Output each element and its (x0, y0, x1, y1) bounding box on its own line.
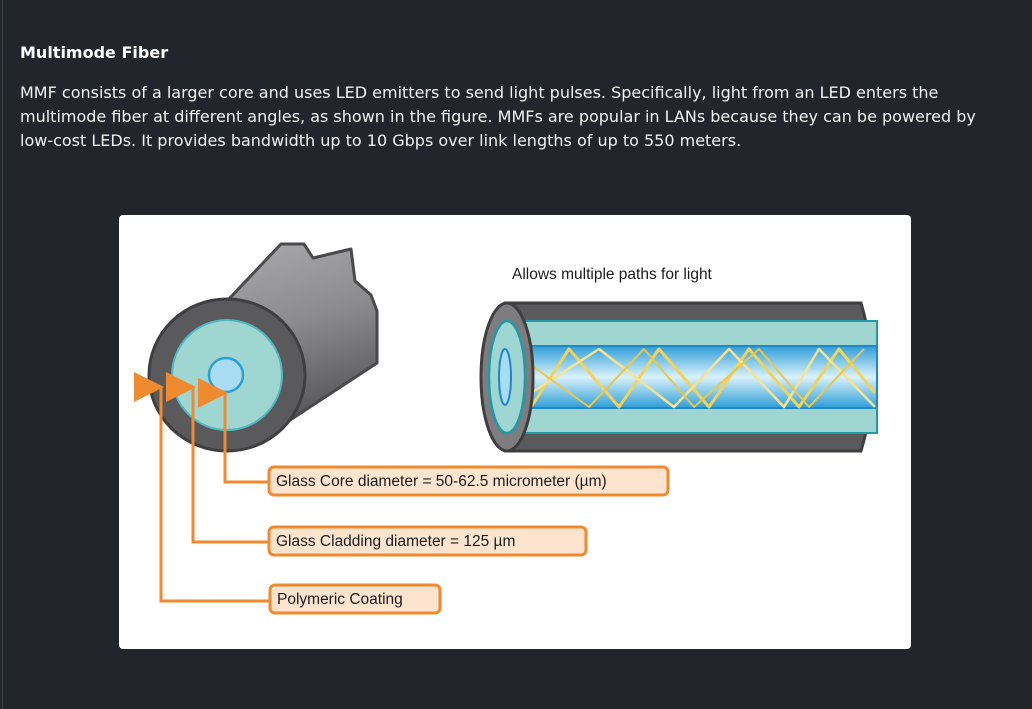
label-core-text: Glass Core diameter = 50-62.5 micrometer… (276, 473, 607, 490)
label-coating-text: Polymeric Coating (277, 591, 403, 608)
core-disc (207, 356, 245, 394)
light-ray-3 (530, 348, 865, 408)
label-coating: Polymeric Coating (268, 583, 442, 615)
cladding-leader (166, 372, 271, 544)
light-ray-1 (529, 347, 877, 409)
fiber-figure: Glass Core diameter = 50-62.5 micrometer… (119, 215, 911, 649)
label-core: Glass Core diameter = 50-62.5 micrometer… (267, 465, 670, 497)
label-cladding: Glass Cladding diameter = 125 µm (267, 525, 588, 557)
section-title: Multimode Fiber (20, 43, 169, 62)
section-paragraph: MMF consists of a larger core and uses L… (20, 83, 976, 150)
fiber-diagram: Glass Core diameter = 50-62.5 micrometer… (134, 242, 878, 615)
side-end-core (498, 348, 512, 406)
core-leader (198, 378, 271, 484)
paths-caption: Allows multiple paths for light (512, 266, 713, 283)
leader-lines (134, 372, 272, 603)
fiber-side-view (479, 301, 878, 453)
coating-leader (134, 372, 272, 603)
fiber-end-view (147, 242, 379, 453)
label-cladding-text: Glass Cladding diameter = 125 µm (276, 533, 515, 550)
light-ray-2 (530, 347, 876, 409)
